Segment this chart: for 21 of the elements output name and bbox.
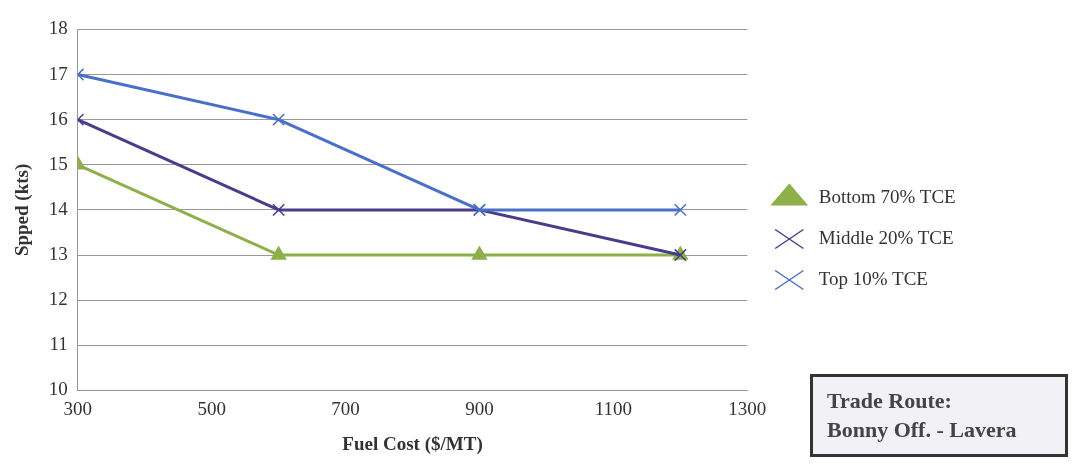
y-tick-label: 11 bbox=[49, 333, 68, 355]
x-tick-label: 500 bbox=[197, 397, 226, 419]
y-tick-label: 10 bbox=[48, 378, 68, 400]
legend-label: Top 10% TCE bbox=[818, 267, 928, 289]
y-tick-label: 15 bbox=[48, 152, 68, 174]
y-axis-title: Spped (kts) bbox=[11, 163, 34, 257]
x-axis-title: Fuel Cost ($/MT) bbox=[342, 432, 483, 455]
y-tick-label: 18 bbox=[48, 17, 68, 39]
y-tick-label: 16 bbox=[48, 107, 68, 129]
x-tick-label: 1300 bbox=[728, 397, 767, 419]
legend-label: Bottom 70% TCE bbox=[818, 185, 956, 207]
y-tick-label: 17 bbox=[48, 62, 68, 84]
x-tick-label: 300 bbox=[63, 397, 93, 419]
x-tick-label: 900 bbox=[465, 397, 494, 419]
legend-label: Middle 20% TCE bbox=[818, 226, 954, 248]
y-tick-label: 13 bbox=[48, 243, 68, 265]
text: Trade Route: Bonny Off. - Lavera bbox=[810, 374, 1068, 458]
y-tick-label: 14 bbox=[48, 197, 69, 219]
x-tick-label: 1100 bbox=[594, 397, 633, 419]
x-tick-label: 700 bbox=[331, 397, 360, 419]
y-tick-label: 12 bbox=[48, 288, 68, 310]
